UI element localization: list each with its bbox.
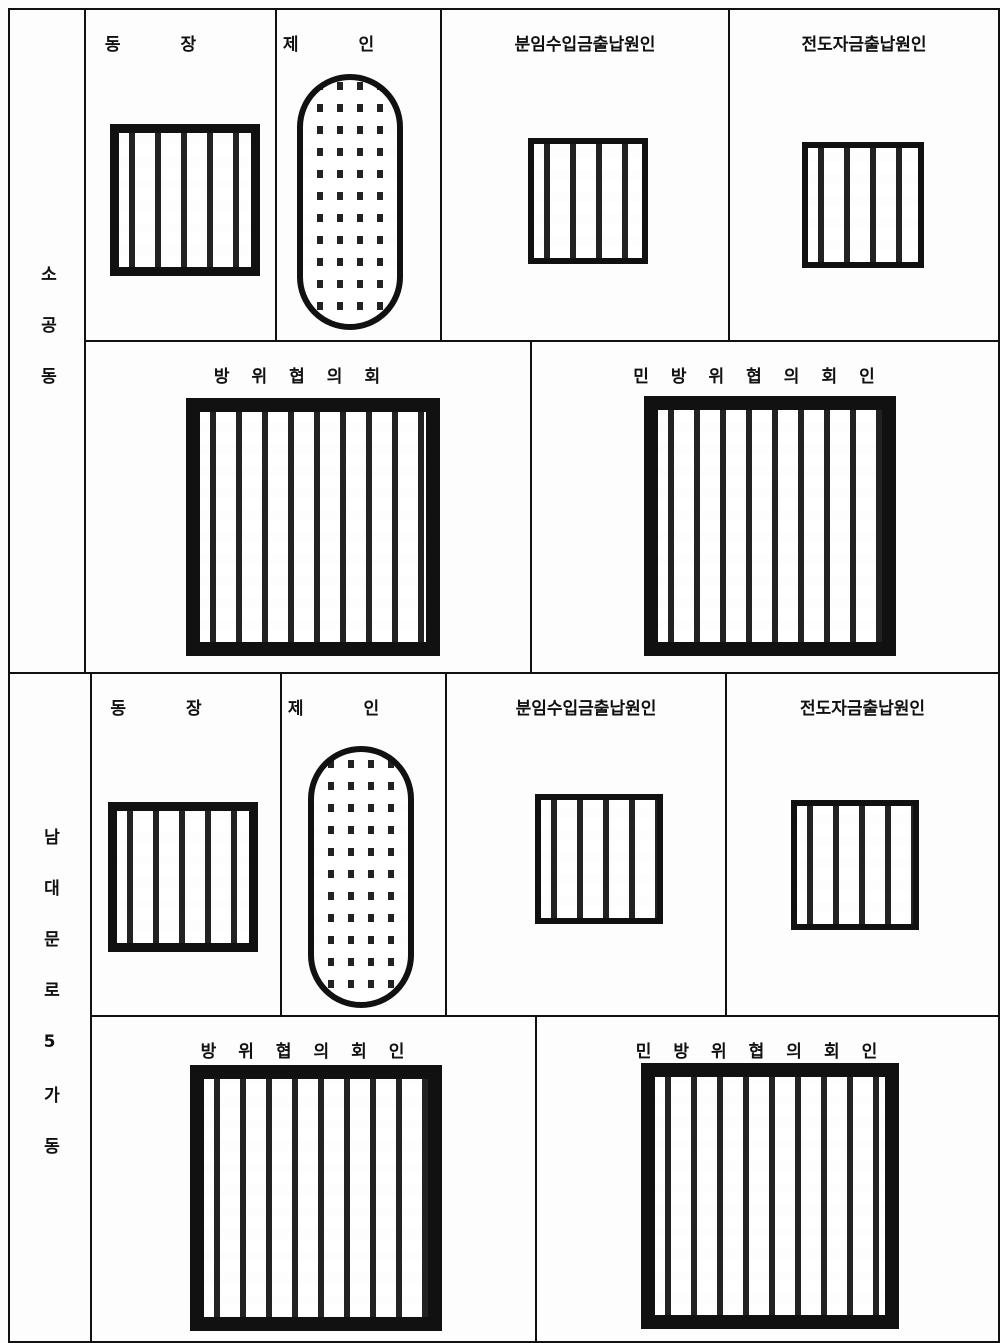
cell-title: 분임수입금출납원인 (515, 699, 657, 719)
seal (297, 74, 403, 330)
seal (641, 1063, 899, 1329)
cell: 제인 (280, 672, 447, 1017)
seal (186, 398, 440, 656)
seal (791, 800, 919, 930)
cell-title: 제인 (282, 35, 435, 55)
cell: 전도자금출납원인 (728, 8, 1000, 342)
cell: 방위협의회인 (90, 1015, 537, 1343)
cell-title: 제인 (287, 699, 440, 719)
row-label: 소공동 (8, 8, 86, 674)
row-label-text: 소공동 (36, 264, 57, 418)
cell-title: 방위협의회 (213, 367, 403, 387)
cell: 분임수입금출납원인 (445, 672, 727, 1017)
cell: 민방위협의회인 (530, 340, 1000, 674)
cell-title: 민방위협의회인 (633, 367, 897, 387)
seal (308, 746, 414, 1008)
cell: 제인 (275, 8, 442, 342)
row-label-text: 남대문로5가동 (39, 827, 60, 1188)
cell-title: 전도자금출납원인 (801, 35, 927, 55)
cell-title: 분임수입금출납원인 (514, 35, 656, 55)
cell-title: 동장 (104, 35, 257, 55)
cell-title: 방위협의회인 (200, 1042, 427, 1062)
row-label: 남대문로5가동 (8, 672, 92, 1343)
cell: 분임수입금출납원인 (440, 8, 730, 342)
cell: 방위협의회 (84, 340, 532, 674)
seal (110, 124, 260, 276)
seal (528, 138, 648, 264)
seal (108, 802, 258, 952)
cell-title: 민방위협의회인 (635, 1042, 900, 1062)
cell: 전도자금출납원인 (725, 672, 1000, 1017)
cell-title: 동장 (110, 699, 262, 719)
seal (535, 794, 663, 924)
seal (190, 1065, 442, 1331)
cell: 동장 (90, 672, 282, 1017)
seal (644, 396, 896, 656)
cell: 동장 (84, 8, 277, 342)
seal (802, 142, 924, 268)
cell: 민방위협의회인 (535, 1015, 1000, 1343)
cell-title: 전도자금출납원인 (799, 699, 926, 719)
